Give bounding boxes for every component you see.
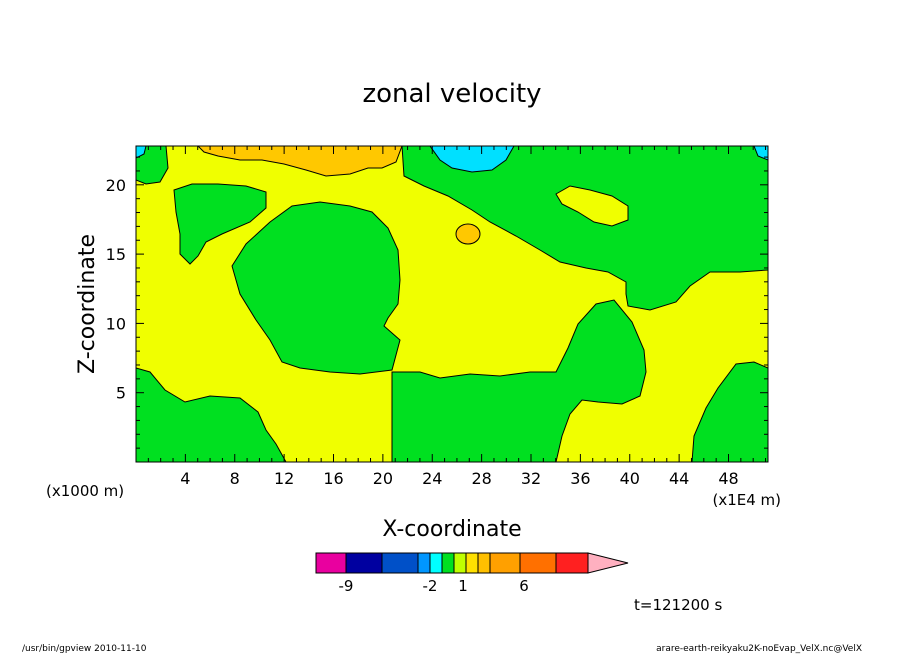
colorbar-label: 6 (519, 577, 529, 595)
plot-area (135, 145, 769, 463)
timestamp: t=121200 s (634, 596, 722, 614)
colorbar-segment (315, 552, 347, 574)
y-tick-label: 20 (106, 176, 126, 195)
x-tick-label: 8 (230, 469, 240, 488)
y-tick-label: 10 (106, 314, 126, 333)
x-unit-left: (x1000 m) (46, 482, 124, 500)
contour-region-green (401, 146, 768, 311)
x-tick-label: 20 (373, 469, 393, 488)
colorbar-segment (381, 552, 419, 574)
colorbar-segment (489, 552, 521, 574)
x-tick-label: 28 (471, 469, 491, 488)
contour-region-green (136, 146, 169, 185)
colorbar-segment (441, 552, 455, 574)
x-tick-label: 12 (274, 469, 294, 488)
x-tick-label: 40 (620, 469, 640, 488)
x-tick-label: 4 (180, 469, 190, 488)
contour-region-orange (455, 223, 481, 245)
x-axis-label: X-coordinate (382, 517, 521, 542)
x-tick-label: 32 (521, 469, 541, 488)
contour-region-cyan (136, 146, 147, 159)
contour-region-green (231, 201, 401, 375)
contour-region-cyan (429, 146, 515, 173)
colorbar-label: -2 (423, 577, 438, 595)
contour-region-green (136, 367, 287, 462)
x-tick-label: 16 (323, 469, 343, 488)
x-tick-label: 48 (718, 469, 738, 488)
colorbar-segment (519, 552, 557, 574)
colorbar-label: 1 (458, 577, 468, 595)
colorbar-segment (453, 552, 467, 574)
colorbar-segment (429, 552, 443, 574)
contour-region-cyan (753, 146, 768, 161)
x-tick-label: 24 (422, 469, 442, 488)
contour-region-orange (197, 146, 403, 177)
colorbar-segment (345, 552, 383, 574)
colorbar-segment (477, 552, 491, 574)
colorbar (315, 552, 629, 574)
plot-frame (135, 145, 769, 463)
y-axis-label: Z-coordinate (75, 234, 100, 374)
x-unit-right: (x1E4 m) (712, 491, 781, 509)
chart-title: zonal velocity (362, 79, 541, 109)
x-axis: 4 8 12 16 20 24 28 32 36 40 44 48 (147, 146, 767, 488)
contour-region-green (173, 183, 267, 265)
contour-region-green (391, 299, 647, 462)
colorbar-segment (555, 552, 589, 574)
x-tick-label: 36 (570, 469, 590, 488)
y-tick-label: 15 (106, 245, 126, 264)
colorbar-arrow (587, 552, 629, 574)
contour-region-green (691, 361, 768, 462)
colorbar-labels: -9 -2 1 6 (339, 577, 529, 595)
colorbar-segment (417, 552, 431, 574)
y-axis: 5 10 15 20 (106, 156, 768, 449)
colorbar-segment (465, 552, 479, 574)
contour-region-yellow (555, 185, 629, 227)
colorbar-label: -9 (339, 577, 354, 595)
footer-right: arare-earth-reikyaku2K-noEvap_VelX.nc@Ve… (656, 644, 862, 654)
y-tick-label: 5 (116, 384, 126, 403)
footer-left: /usr/bin/gpview 2010-11-10 (22, 644, 147, 654)
x-tick-label: 44 (669, 469, 689, 488)
